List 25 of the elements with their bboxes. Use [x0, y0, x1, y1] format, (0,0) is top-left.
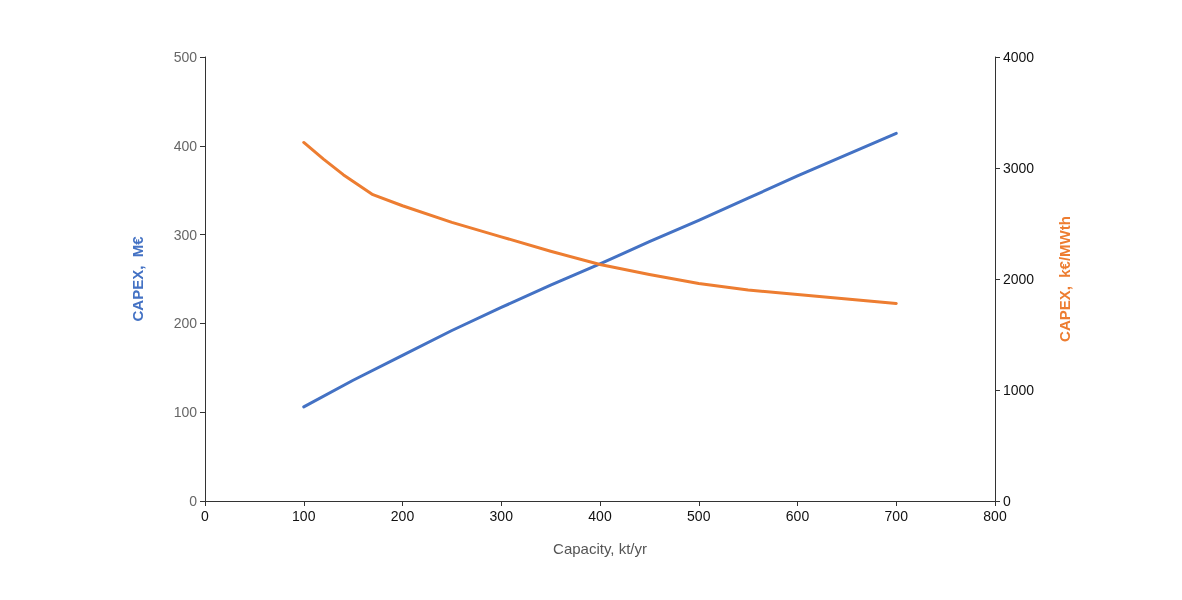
x-tick-label: 400: [588, 508, 612, 524]
y2-tick-label: 4000: [1003, 49, 1035, 65]
y-tick-label: 100: [173, 404, 198, 421]
y2-tick-label: 0: [1003, 493, 1011, 509]
x-tick-label: 700: [884, 508, 909, 524]
x-tick-label: 800: [983, 508, 1007, 524]
y-tick-label: 200: [173, 315, 198, 332]
line-series: [302, 140, 898, 305]
y2-axis-title: CAPEX, k€/MWth: [1056, 216, 1073, 342]
y-tick-label: 400: [173, 137, 198, 154]
y-tick-label: 500: [173, 49, 198, 65]
x-axis-title: Capacity, kt/yr: [553, 540, 647, 557]
y2-tick-label: 3000: [1003, 160, 1035, 176]
y2-tick-label: 1000: [1003, 382, 1035, 398]
y-tick-label: 300: [173, 226, 198, 243]
y-axis-title: CAPEX, M€: [129, 235, 146, 322]
y2-tick-label: 2000: [1003, 271, 1035, 287]
line-series: [302, 131, 898, 409]
x-tick-label: 200: [390, 508, 415, 524]
x-tick-label: 0: [201, 508, 210, 524]
x-tick-label: 500: [687, 508, 711, 524]
x-tick-label: 600: [785, 508, 810, 524]
y-tick-label: 0: [189, 493, 198, 509]
x-tick-label: 300: [489, 508, 514, 524]
x-tick-label: 100: [292, 508, 316, 524]
